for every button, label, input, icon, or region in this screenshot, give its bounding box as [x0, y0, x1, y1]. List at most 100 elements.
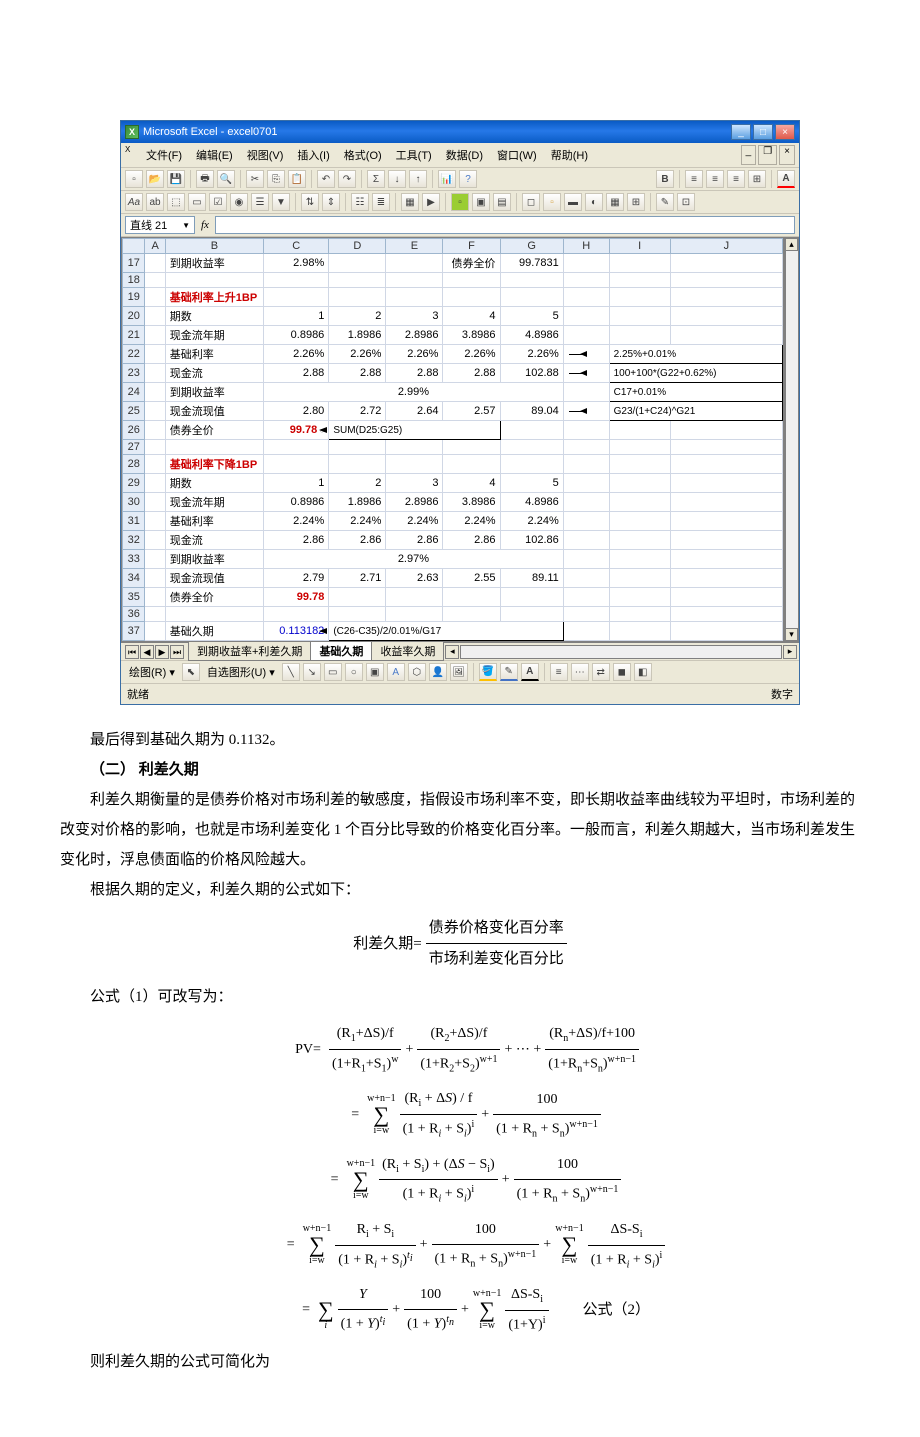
cell[interactable] — [386, 254, 443, 273]
row-header[interactable]: 22 — [123, 345, 145, 364]
cell[interactable]: 2.80 — [264, 402, 329, 421]
cell[interactable] — [145, 569, 165, 588]
maximize-button[interactable]: □ — [753, 124, 773, 140]
cell[interactable] — [670, 512, 782, 531]
cell-label[interactable] — [165, 607, 263, 622]
cell[interactable]: 2.71 — [329, 569, 386, 588]
run-icon[interactable]: ▶ — [422, 193, 440, 211]
bold-icon[interactable]: B — [656, 170, 674, 188]
cell[interactable]: 3 — [386, 307, 443, 326]
cell[interactable]: 2.79 — [264, 569, 329, 588]
cell-label[interactable] — [165, 440, 263, 455]
cell[interactable] — [609, 474, 670, 493]
cell[interactable]: 2.26% — [443, 345, 500, 364]
cell[interactable] — [609, 569, 670, 588]
row-header[interactable]: 28 — [123, 455, 145, 474]
cell[interactable] — [329, 607, 386, 622]
cell[interactable] — [609, 622, 670, 641]
cell[interactable]: 2.26% — [500, 345, 563, 364]
align-center-icon[interactable]: ≡ — [706, 170, 724, 188]
cell[interactable] — [563, 607, 609, 622]
linestyle-icon[interactable]: ≡ — [550, 663, 568, 681]
cell-label[interactable]: 现金流现值 — [165, 402, 263, 421]
cell[interactable] — [670, 307, 782, 326]
cell[interactable] — [609, 307, 670, 326]
line-icon[interactable]: ╲ — [282, 663, 300, 681]
align-left-icon[interactable]: ≡ — [685, 170, 703, 188]
cell[interactable]: 4 — [443, 474, 500, 493]
select-icon[interactable]: ⬉ — [182, 663, 200, 681]
cell[interactable] — [563, 288, 609, 307]
combo-ctrl-icon[interactable]: ▼ — [272, 193, 290, 211]
diagram-icon[interactable]: ⬡ — [408, 663, 426, 681]
cell[interactable] — [329, 273, 386, 288]
cell[interactable]: 4.8986 — [500, 326, 563, 345]
mdi-close[interactable]: × — [779, 145, 795, 165]
cell[interactable] — [443, 455, 500, 474]
cell[interactable] — [145, 402, 165, 421]
tool2-icon[interactable]: ⊡ — [677, 193, 695, 211]
cell[interactable]: 5 — [500, 307, 563, 326]
name-box[interactable]: 直线 21▼ — [125, 216, 195, 234]
cell[interactable]: 2.26% — [386, 345, 443, 364]
row-header[interactable]: 19 — [123, 288, 145, 307]
cell[interactable] — [329, 254, 386, 273]
row-header[interactable]: 27 — [123, 440, 145, 455]
cell[interactable] — [145, 273, 165, 288]
cell[interactable] — [145, 345, 165, 364]
cell[interactable] — [443, 607, 500, 622]
cell[interactable] — [500, 588, 563, 607]
cell[interactable] — [386, 273, 443, 288]
cell[interactable]: 0.8986 — [264, 493, 329, 512]
spreadsheet-grid[interactable]: ABCDEFGHIJ 17到期收益率2.98%债券全价99.78311819基础… — [122, 238, 783, 641]
copy-icon[interactable]: ⎘ — [267, 170, 285, 188]
col-header[interactable]: H — [563, 239, 609, 254]
wordart-icon[interactable]: A — [387, 663, 405, 681]
cell[interactable] — [500, 607, 563, 622]
cell[interactable] — [563, 531, 609, 550]
cell-label[interactable]: 期数 — [165, 474, 263, 493]
row-header[interactable]: 20 — [123, 307, 145, 326]
menu-insert[interactable]: 插入(I) — [291, 145, 335, 165]
cell[interactable] — [264, 455, 329, 474]
cell[interactable]: 2.8986 — [386, 326, 443, 345]
radio-ctrl-icon[interactable]: ◉ — [230, 193, 248, 211]
cell[interactable]: 4.8986 — [500, 493, 563, 512]
cell[interactable] — [563, 307, 609, 326]
shape3-icon[interactable]: ▬ — [564, 193, 582, 211]
cell[interactable] — [386, 455, 443, 474]
edit-ctrl-icon[interactable]: ab — [146, 193, 164, 211]
img2-icon[interactable]: ▣ — [472, 193, 490, 211]
menu-window[interactable]: 窗口(W) — [491, 145, 543, 165]
picture-icon[interactable]: 🖼 — [450, 663, 468, 681]
cell[interactable] — [563, 326, 609, 345]
cell[interactable]: 2.63 — [386, 569, 443, 588]
cell[interactable]: 2.86 — [264, 531, 329, 550]
cell[interactable]: 1.8986 — [329, 326, 386, 345]
img1-icon[interactable]: ▫ — [451, 193, 469, 211]
cell[interactable] — [670, 493, 782, 512]
menu-format[interactable]: 格式(O) — [338, 145, 388, 165]
preview-icon[interactable]: 🔍 — [217, 170, 235, 188]
horizontal-scrollbar[interactable]: ◂ ▸ — [443, 645, 799, 659]
align-right-icon[interactable]: ≡ — [727, 170, 745, 188]
cell-label[interactable]: 基础利率 — [165, 345, 263, 364]
fillcolor-icon[interactable]: 🪣 — [479, 663, 497, 681]
cell[interactable]: 2.86 — [386, 531, 443, 550]
row-header[interactable]: 36 — [123, 607, 145, 622]
cell[interactable] — [145, 588, 165, 607]
col-header[interactable]: A — [145, 239, 165, 254]
cell[interactable] — [563, 493, 609, 512]
cell[interactable] — [609, 421, 670, 440]
cell[interactable] — [145, 512, 165, 531]
cell[interactable] — [145, 455, 165, 474]
cell[interactable] — [609, 607, 670, 622]
help-icon[interactable]: ? — [459, 170, 477, 188]
cell-label[interactable]: 基础久期 — [165, 622, 263, 641]
cell[interactable] — [670, 440, 782, 455]
cell-label[interactable]: 期数 — [165, 307, 263, 326]
cell[interactable] — [670, 622, 782, 641]
clipart-icon[interactable]: 👤 — [429, 663, 447, 681]
cell[interactable] — [443, 288, 500, 307]
cell[interactable]: 2.72 — [329, 402, 386, 421]
